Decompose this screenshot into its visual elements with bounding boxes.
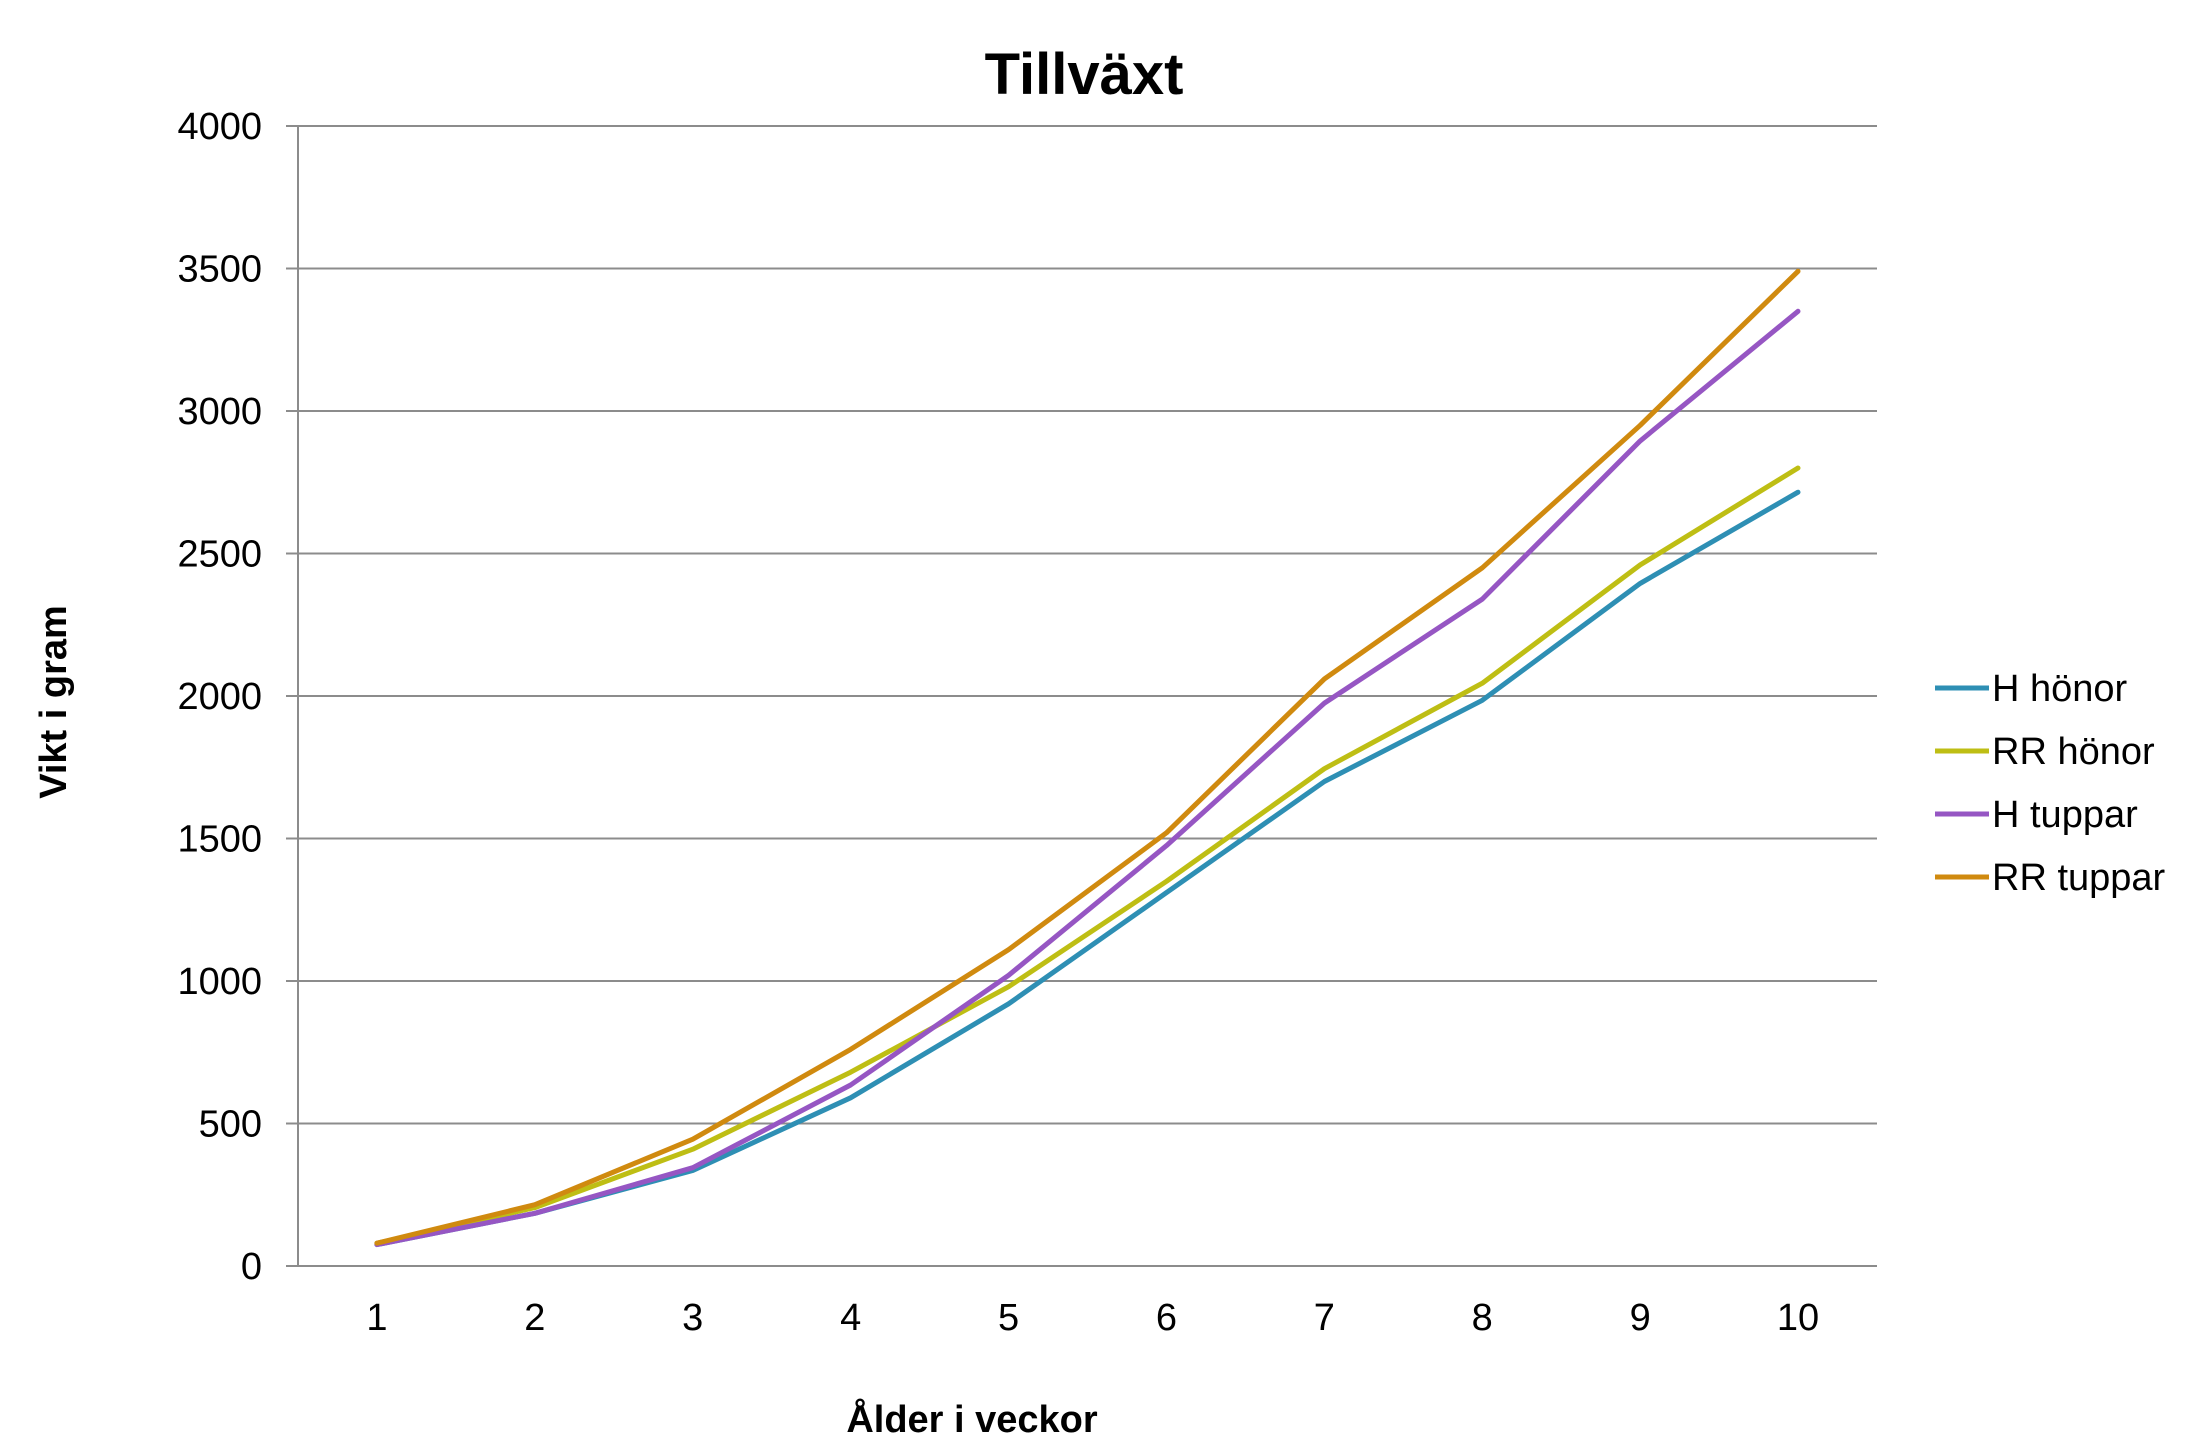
x-tick-label: 7 [1314,1297,1335,1339]
legend-item: RR tuppar [1935,857,2166,899]
legend-label: RR hönor [1992,731,2155,773]
y-tick-label: 500 [199,1104,262,1146]
x-tick-label: 1 [366,1297,387,1339]
y-tick-label: 1500 [177,819,262,861]
legend-item: H hönor [1935,668,2128,710]
chart-title: Tillväxt [985,42,1184,107]
x-tick-label: 8 [1472,1297,1493,1339]
gridlines [298,125,1877,1125]
series-line-2 [374,465,1801,1246]
legend-label: H hönor [1992,668,2128,710]
x-tick-label: 6 [1156,1297,1177,1339]
y-tick-label: 4000 [177,106,262,148]
x-axis-title: Ålder i veckor [846,1397,1098,1438]
y-tick-label: 1000 [177,961,262,1003]
x-tick-label: 5 [998,1297,1019,1339]
y-tick-label: 3000 [177,391,262,433]
y-axis-title: Vikt i gram [33,605,75,799]
y-tick-label: 2500 [177,534,262,576]
legend-label: H tuppar [1992,794,2138,836]
series-line-4 [374,268,1801,1246]
x-tick-label: 2 [524,1297,545,1339]
legend-item: H tuppar [1935,794,2138,836]
y-tick-labels: 0 500 1000 1500 2000 2500 3000 3500 4000 [177,106,262,1288]
series-lines [374,268,1801,1248]
x-tick-label: 3 [682,1297,703,1339]
x-tick-label: 10 [1777,1297,1819,1339]
series-line-3 [374,308,1801,1248]
x-tick-labels: 1 2 3 4 5 6 7 8 9 10 [366,1297,1819,1339]
y-tick-label: 3500 [177,249,262,291]
legend-label: RR tuppar [1992,857,2166,899]
y-tick-label: 2000 [177,676,262,718]
x-tick-label: 9 [1630,1297,1651,1339]
y-tick-label: 0 [241,1246,262,1288]
axes [286,125,1877,1267]
legend: H hönor RR hönor H tuppar RR tuppar [1935,668,2166,899]
x-tick-label: 4 [840,1297,861,1339]
legend-item: RR hönor [1935,731,2155,773]
